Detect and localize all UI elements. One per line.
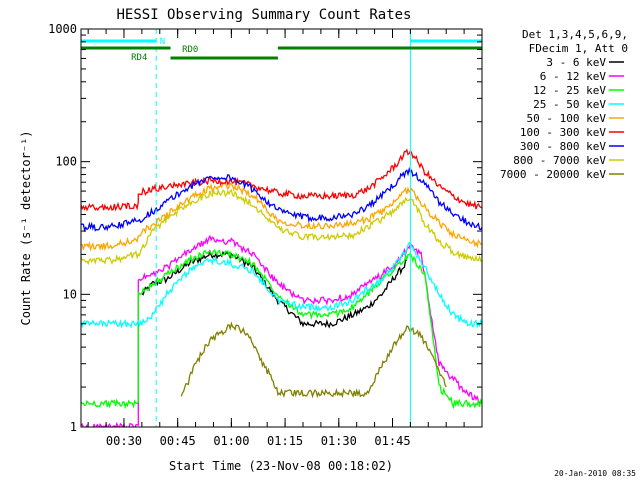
legend-label-4: 50 - 100 keV bbox=[527, 112, 607, 125]
legend-label-5: 100 - 300 keV bbox=[520, 126, 606, 139]
legend-label-8: 7000 - 20000 keV bbox=[500, 168, 606, 181]
legend-label-1: 6 - 12 keV bbox=[540, 70, 607, 83]
series-layer bbox=[81, 148, 482, 427]
x-axis-label: Start Time (23-Nov-08 00:18:02) bbox=[169, 459, 393, 473]
legend-header-0: Det 1,3,4,5,6,9, bbox=[522, 28, 628, 41]
plot-frame bbox=[80, 28, 483, 428]
x-tick-label-3: 01:15 bbox=[267, 434, 303, 448]
y-tick-label-1: 10 bbox=[63, 287, 77, 301]
legend-label-2: 12 - 25 keV bbox=[533, 84, 606, 97]
series-line-4 bbox=[81, 182, 482, 252]
y-tick-label-2: 100 bbox=[55, 155, 77, 169]
x-tick-label-5: 01:45 bbox=[374, 434, 410, 448]
series-line-3 bbox=[81, 241, 482, 329]
legend-label-0: 3 - 6 keV bbox=[546, 56, 606, 69]
series-line-1 bbox=[81, 234, 482, 427]
x-tick-label-0: 00:30 bbox=[106, 434, 142, 448]
x-tick-label-4: 01:30 bbox=[321, 434, 357, 448]
y-axis-label: Count Rate (s⁻¹ detector⁻¹) bbox=[19, 130, 33, 325]
flag-layer: N RD0 RD4 bbox=[81, 29, 483, 427]
axis-layer: 1 10 100 1000 00:30 00:45 01:00 01:15 01:30 01:45 bbox=[48, 22, 483, 448]
x-tick-label-2: 01:00 bbox=[213, 434, 249, 448]
y-tick-label-0: 1 bbox=[70, 420, 77, 434]
legend-label-6: 300 - 800 keV bbox=[520, 140, 606, 153]
series-line-8 bbox=[180, 321, 447, 399]
legend-header-1: FDecim 1, Att 0 bbox=[529, 42, 628, 55]
x-tick-label-1: 00:45 bbox=[160, 434, 196, 448]
footer-stamp: 20-Jan-2010 08:35 bbox=[554, 469, 636, 478]
flag-label-n: N bbox=[160, 37, 165, 47]
legend-label-7: 800 - 7000 keV bbox=[513, 154, 606, 167]
legend-label-3: 25 - 50 keV bbox=[533, 98, 606, 111]
legend: Det 1,3,4,5,6,9,FDecim 1, Att 03 - 6 keV… bbox=[500, 28, 628, 181]
series-line-2 bbox=[81, 249, 482, 410]
series-line-6 bbox=[81, 166, 482, 233]
y-tick-label-3: 1000 bbox=[48, 22, 77, 36]
flag-label-rd0: RD0 bbox=[182, 45, 198, 55]
chart-title: HESSI Observing Summary Count Rates bbox=[116, 7, 411, 23]
series-line-7 bbox=[81, 188, 482, 266]
series-line-5 bbox=[81, 148, 482, 212]
flag-label-rd4: RD4 bbox=[131, 53, 147, 63]
